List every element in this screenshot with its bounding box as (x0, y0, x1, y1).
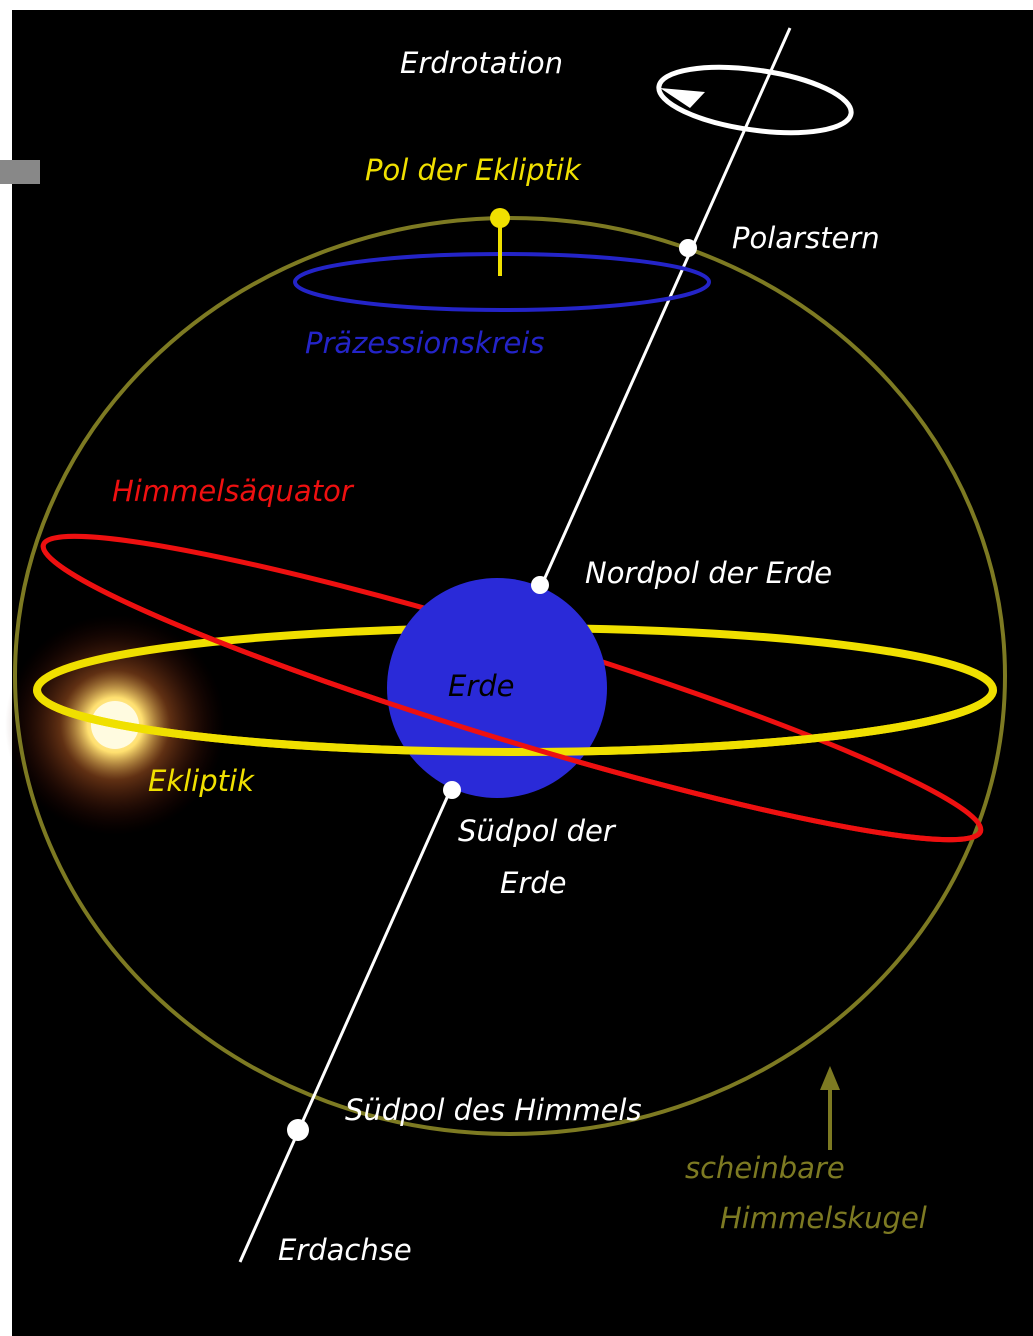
label: Himmelsäquator (112, 474, 355, 508)
label: Erdachse (278, 1233, 412, 1267)
label: Nordpol der Erde (585, 556, 832, 590)
sphere-arrow-head (820, 1066, 840, 1090)
label: Polarstern (732, 221, 880, 255)
rotation-ellipse (656, 64, 854, 136)
ecliptic-front (33, 689, 997, 756)
north-pole-dot (531, 576, 549, 594)
label: Südpol des Himmels (345, 1093, 642, 1127)
equator-front (40, 544, 983, 843)
label: Pol der Ekliptik (365, 153, 582, 187)
rotation-arrow (660, 88, 705, 108)
earth (387, 578, 607, 798)
label: Erde (500, 866, 567, 900)
label: Erdrotation (400, 46, 563, 80)
label: Himmelskugel (720, 1201, 927, 1235)
label: Erde (448, 669, 515, 703)
label: Präzessionskreis (305, 326, 544, 360)
label: Südpol der (458, 814, 617, 848)
label: scheinbare (685, 1151, 845, 1185)
grey-bar (0, 160, 40, 184)
ecliptic-pole-dot (490, 208, 510, 228)
south-pole-dot (443, 781, 461, 799)
label: Ekliptik (148, 764, 255, 798)
polaris-dot (679, 239, 697, 257)
south-celestial-dot (287, 1119, 309, 1141)
